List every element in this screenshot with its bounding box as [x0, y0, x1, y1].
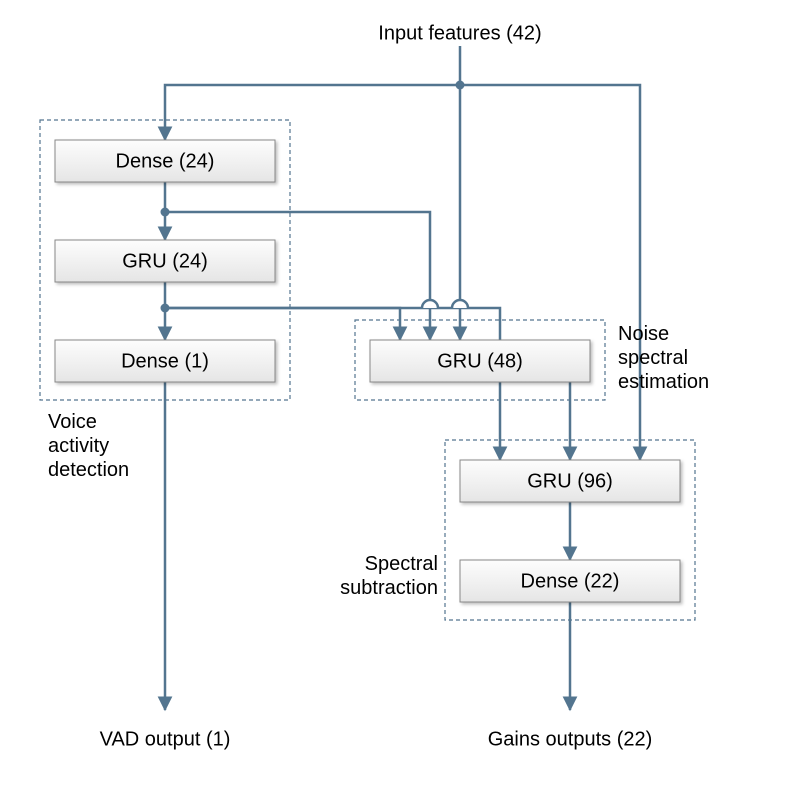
- node-label-dense1: Dense (1): [121, 350, 209, 372]
- label-gains-output: Gains outputs (22): [488, 728, 653, 750]
- edge-input-gru96: [460, 85, 640, 460]
- label-vad-output: VAD output (1): [100, 728, 231, 750]
- label-group-noise-1: Noise: [618, 323, 669, 345]
- label-group-vad-2: activity: [48, 435, 109, 457]
- edge-gru24-gru48: [165, 308, 400, 340]
- node-dense1: Dense (1): [55, 340, 275, 382]
- nn-architecture-diagram: Dense (24) GRU (24) Dense (1) GRU (48) GRU (…: [0, 0, 806, 792]
- node-label-gru24: GRU (24): [122, 250, 208, 272]
- node-dense24: Dense (24): [55, 140, 275, 182]
- node-label-dense22: Dense (22): [521, 570, 620, 592]
- node-label-gru48: GRU (48): [437, 350, 523, 372]
- jump-2: [452, 300, 468, 308]
- node-gru96: GRU (96): [460, 460, 680, 502]
- edge-input-dense24: [165, 85, 460, 140]
- label-group-vad-1: Voice: [48, 411, 97, 433]
- edge-gru24-gru96: [165, 308, 500, 460]
- label-group-noise-3: estimation: [618, 371, 709, 393]
- node-label-gru96: GRU (96): [527, 470, 613, 492]
- label-group-spec-1: Spectral: [365, 553, 438, 575]
- label-group-vad-3: detection: [48, 459, 129, 481]
- label-group-spec-2: subtraction: [340, 577, 438, 599]
- node-gru24: GRU (24): [55, 240, 275, 282]
- nodes: Dense (24) GRU (24) Dense (1) GRU (48) GRU (…: [55, 140, 680, 602]
- node-gru48: GRU (48): [370, 340, 590, 382]
- node-label-dense24: Dense (24): [116, 150, 215, 172]
- node-dense22: Dense (22): [460, 560, 680, 602]
- jump-1: [422, 300, 438, 308]
- label-input: Input features (42): [378, 22, 541, 44]
- label-group-noise-2: spectral: [618, 347, 688, 369]
